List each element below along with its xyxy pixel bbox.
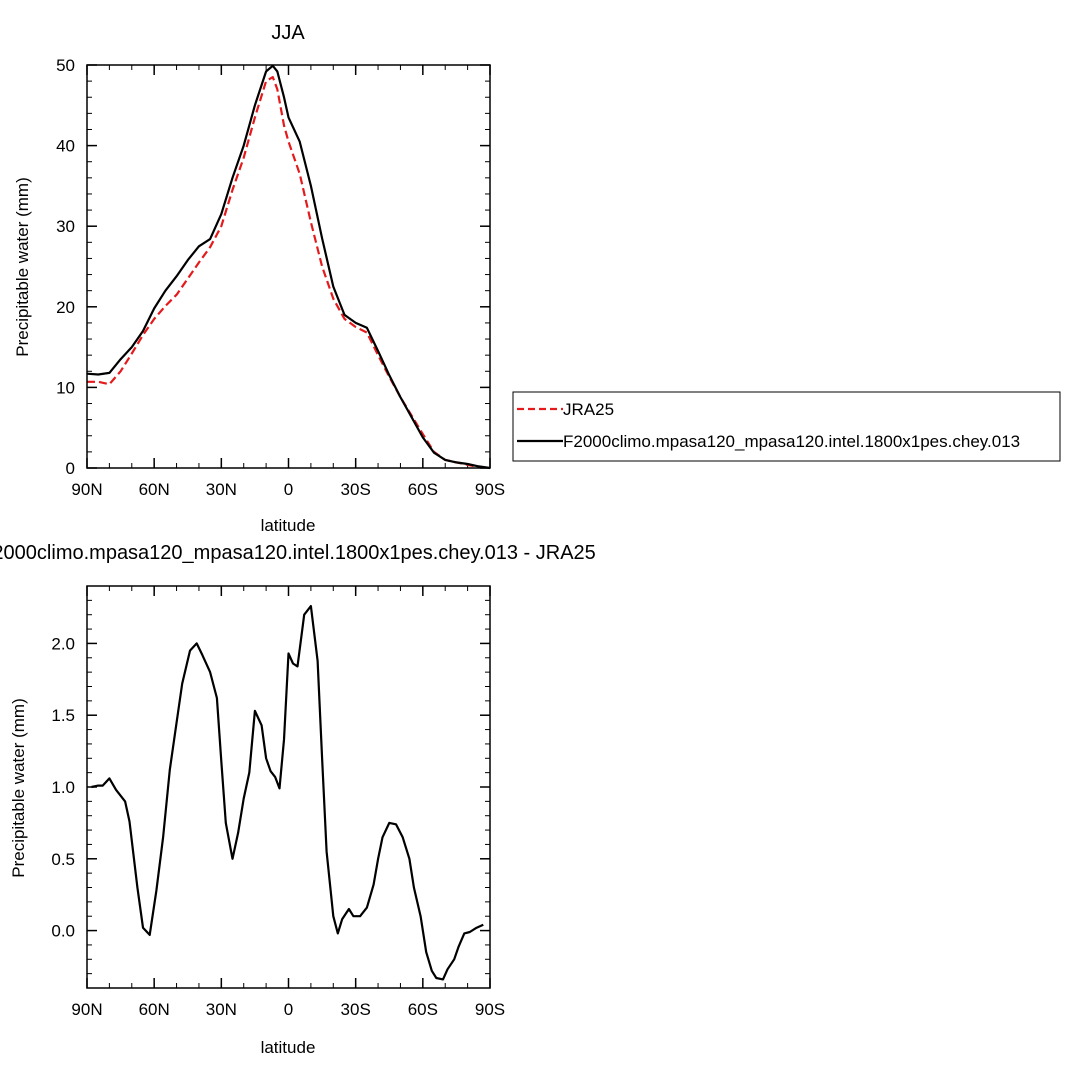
bottom-x-tick-label: 0 xyxy=(284,1000,293,1019)
top-y-tick-label: 20 xyxy=(56,298,75,317)
bottom-plot-area: 90N 60N 30N 0 30S 60S 90S 0.0 0.5 1.0 1.5 2.0 xyxy=(51,585,505,1019)
legend: JRA25 F2000climo.mpasa120_mpasa120.intel… xyxy=(512,391,1061,462)
bottom-x-axis-label: latitude xyxy=(261,1038,316,1057)
top-x-tick-label: 30N xyxy=(206,480,237,499)
top-plot-frame xyxy=(86,64,491,469)
bottom-series-line-0 xyxy=(91,604,484,981)
bottom-panel: F2000climo.mpasa120_mpasa120.intel.1800x… xyxy=(0,542,596,1057)
top-y-tick-label: 30 xyxy=(56,217,75,236)
bottom-y-tick-label: 0.0 xyxy=(51,922,75,941)
bottom-x-tick-label: 60S xyxy=(408,1000,438,1019)
top-x-axis-label: latitude xyxy=(261,516,316,535)
bottom-y-tick-label: 2.0 xyxy=(51,634,75,653)
top-series-line-0 xyxy=(87,75,491,470)
bottom-y-axis-label: Precipitable water (mm) xyxy=(9,698,28,878)
top-y-tick-label: 10 xyxy=(56,378,75,397)
top-y-tick-label: 50 xyxy=(56,56,75,75)
top-y-axis-label: Precipitable water (mm) xyxy=(13,177,32,357)
bottom-chart-title: F2000climo.mpasa120_mpasa120.intel.1800x… xyxy=(0,542,596,564)
bottom-y-tick-label: 1.0 xyxy=(51,778,75,797)
bottom-x-tick-label: 90N xyxy=(71,1000,102,1019)
top-x-tick-label: 30S xyxy=(341,480,371,499)
bottom-plot-frame xyxy=(86,585,491,989)
legend-box xyxy=(512,391,1061,462)
bottom-y-tick-label: 0.5 xyxy=(51,850,75,869)
top-x-tick-label: 60S xyxy=(408,480,438,499)
top-x-tick-label: 60N xyxy=(139,480,170,499)
top-series-line-1 xyxy=(86,64,491,470)
bottom-y-tick-label: 1.5 xyxy=(51,706,75,725)
top-panel: JJA 90N 60N 30N 0 30S 60S 90S 0 10 20 30 40 50 latit… xyxy=(13,22,505,535)
top-y-tick-label: 0 xyxy=(66,459,75,478)
top-plot-area: 90N 60N 30N 0 30S 60S 90S 0 10 20 30 40 50 xyxy=(56,56,505,499)
top-x-tick-label: 90N xyxy=(71,480,102,499)
top-x-tick-label: 90S xyxy=(475,480,505,499)
top-chart-title: JJA xyxy=(271,22,305,44)
bottom-x-tick-label: 30S xyxy=(341,1000,371,1019)
legend-label-jra25: JRA25 xyxy=(563,400,614,419)
top-y-tick-label: 40 xyxy=(56,137,75,156)
top-x-tick-label: 0 xyxy=(284,480,293,499)
bottom-x-tick-label: 60N xyxy=(139,1000,170,1019)
bottom-x-tick-label: 30N xyxy=(206,1000,237,1019)
bottom-x-tick-label: 90S xyxy=(475,1000,505,1019)
legend-label-model: F2000climo.mpasa120_mpasa120.intel.1800x… xyxy=(563,432,1020,451)
